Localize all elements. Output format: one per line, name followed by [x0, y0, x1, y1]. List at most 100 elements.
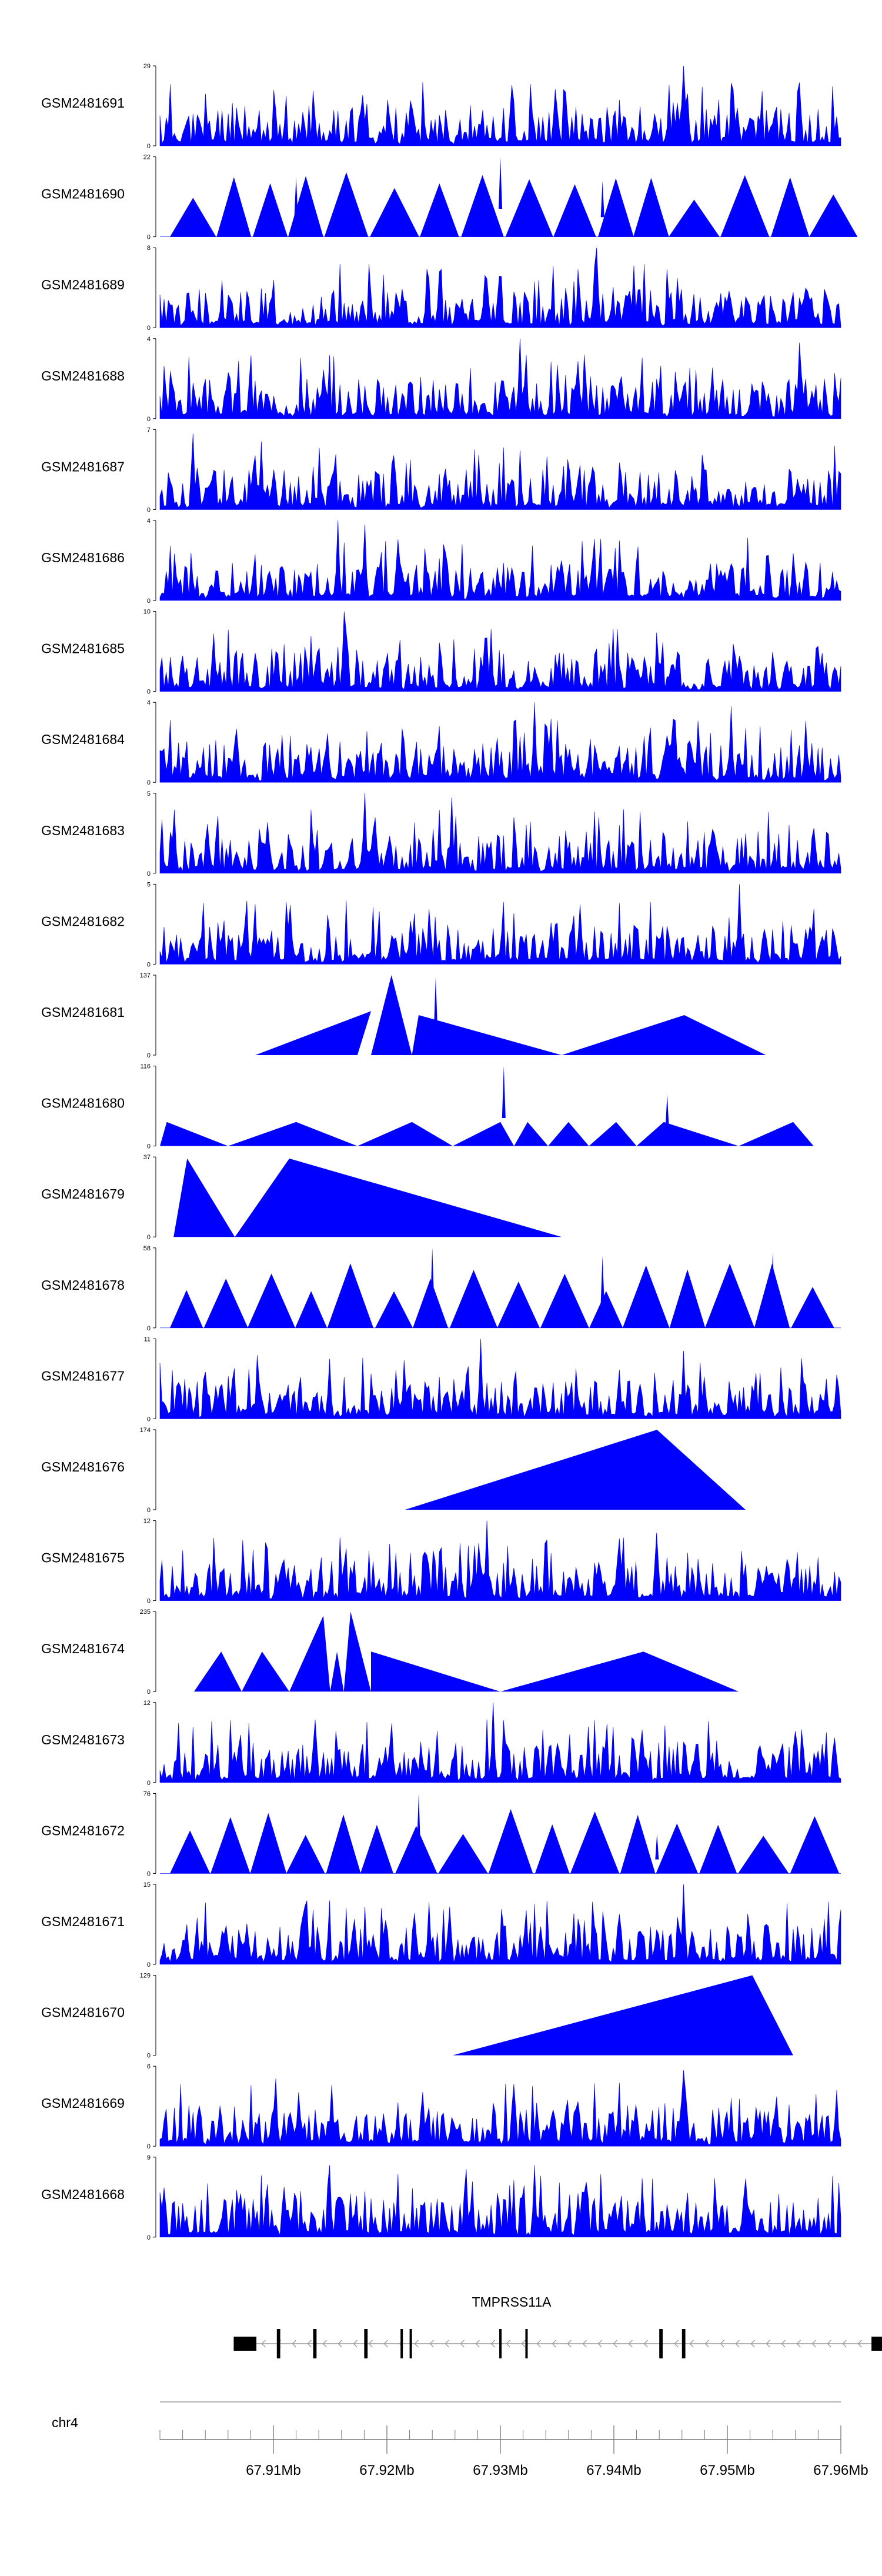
- signal-peak: [739, 1122, 814, 1146]
- gene-exon: [409, 2329, 412, 2358]
- track-label: GSM2481688: [41, 368, 125, 383]
- y-axis-max-label: 137: [140, 972, 151, 979]
- y-axis-min-label: 0: [147, 1234, 151, 1241]
- strand-chevron-icon: [766, 2340, 770, 2348]
- strand-chevron-icon: [261, 2340, 266, 2348]
- strand-chevron-icon: [506, 2340, 510, 2348]
- y-axis-max-label: 8: [147, 245, 151, 252]
- signal-area: [159, 611, 841, 692]
- track-label: GSM2481689: [41, 277, 125, 292]
- signal-spike: [417, 1793, 421, 1846]
- signal-area: [159, 1339, 841, 1419]
- strand-chevron-icon: [613, 2340, 617, 2348]
- y-axis-min-label: 0: [147, 1325, 151, 1332]
- strand-chevron-icon: [720, 2340, 724, 2348]
- track-GSM2481668: GSM2481668 9 0: [41, 2154, 841, 2241]
- track-GSM2481684: GSM2481684 4 0: [41, 699, 841, 786]
- y-axis-max-label: 11: [144, 1336, 151, 1343]
- gene-exon: [400, 2329, 403, 2358]
- track-GSM2481677: GSM2481677 11 0: [41, 1336, 841, 1423]
- signal-area: [160, 1263, 841, 1329]
- track-label: GSM2481691: [41, 95, 125, 111]
- strand-chevron-icon: [536, 2340, 541, 2348]
- signal-area: [159, 338, 841, 419]
- track-label: GSM2481690: [41, 186, 125, 202]
- strand-chevron-icon: [597, 2340, 602, 2348]
- signal-peak: [228, 1122, 358, 1146]
- signal-peak: [371, 975, 412, 1055]
- y-axis-max-label: 7: [147, 426, 151, 433]
- track-GSM2481678: GSM2481678 58 0: [41, 1245, 841, 1332]
- track-label: GSM2481682: [41, 913, 125, 929]
- y-axis-min-label: 0: [147, 870, 151, 877]
- signal-area: [159, 2070, 841, 2147]
- gene-exon: [276, 2329, 280, 2358]
- gene-annotation-track: TMPRSS11A: [233, 2294, 882, 2358]
- signal-peak: [371, 1651, 500, 1692]
- track-label: GSM2481672: [41, 1823, 125, 1838]
- signal-peak: [562, 1015, 766, 1055]
- strand-chevron-icon: [811, 2340, 816, 2348]
- signal-spike: [499, 156, 502, 209]
- track-label: GSM2481680: [41, 1096, 125, 1111]
- gene-exon: [499, 2329, 502, 2358]
- strand-chevron-icon: [567, 2340, 572, 2348]
- y-axis-min-label: 0: [147, 1780, 151, 1787]
- y-axis-min-label: 0: [147, 1598, 151, 1605]
- track-label: GSM2481684: [41, 732, 125, 747]
- strand-chevron-icon: [460, 2340, 465, 2348]
- track-GSM2481671: GSM2481671 15 0: [41, 1881, 841, 1968]
- gene-exon: [313, 2329, 317, 2358]
- track-GSM2481689: GSM2481689 8 0: [41, 245, 841, 332]
- strand-chevron-icon: [674, 2340, 679, 2348]
- signal-spike: [433, 976, 437, 1028]
- gene-exon: [871, 2337, 882, 2351]
- y-axis-min-label: 0: [147, 234, 151, 241]
- signal-area: [159, 520, 841, 601]
- track-GSM2481686: GSM2481686 4 0: [41, 518, 841, 605]
- axis-tick-label: 67.96Mb: [813, 2462, 868, 2478]
- track-label: GSM2481685: [41, 641, 125, 656]
- y-axis-max-label: 76: [143, 1790, 151, 1797]
- y-axis-max-label: 6: [147, 2063, 151, 2070]
- y-axis-min-label: 0: [147, 779, 151, 786]
- gene-exon: [525, 2329, 528, 2358]
- strand-chevron-icon: [750, 2340, 755, 2348]
- track-GSM2481681: GSM2481681 137 0: [41, 972, 766, 1059]
- strand-chevron-icon: [490, 2340, 495, 2348]
- signal-peak: [636, 1122, 739, 1146]
- track-label: GSM2481679: [41, 1186, 125, 1202]
- track-label: GSM2481673: [41, 1732, 125, 1747]
- strand-chevron-icon: [827, 2340, 831, 2348]
- axis-tick-label: 67.93Mb: [473, 2462, 527, 2478]
- strand-chevron-icon: [643, 2340, 648, 2348]
- y-axis-min-label: 0: [147, 689, 151, 696]
- signal-peak: [500, 1651, 739, 1692]
- y-axis-min-label: 0: [147, 416, 151, 423]
- signal-area: [159, 1702, 841, 1783]
- y-axis-min-label: 0: [147, 506, 151, 513]
- signal-spike: [771, 1252, 775, 1302]
- y-axis-max-label: 4: [147, 518, 151, 525]
- strand-chevron-icon: [796, 2340, 801, 2348]
- track-GSM2481682: GSM2481682 5 0: [41, 881, 841, 968]
- strand-chevron-icon: [445, 2340, 449, 2348]
- track-GSM2481675: GSM2481675 12 0: [41, 1518, 841, 1605]
- track-label: GSM2481686: [41, 550, 125, 565]
- strand-chevron-icon: [338, 2340, 342, 2348]
- strand-chevron-icon: [857, 2340, 862, 2348]
- strand-chevron-icon: [628, 2340, 633, 2348]
- strand-chevron-icon: [689, 2340, 694, 2348]
- gene-exon: [364, 2329, 368, 2358]
- track-GSM2481679: GSM2481679 37 0: [41, 1154, 562, 1241]
- y-axis-max-label: 12: [143, 1518, 151, 1525]
- signal-spike: [502, 1066, 506, 1118]
- signal-area: [159, 702, 841, 783]
- y-axis-min-label: 0: [147, 1143, 151, 1150]
- track-label: GSM2481687: [41, 459, 125, 474]
- y-axis-max-label: 29: [143, 63, 151, 70]
- y-axis-min-label: 0: [147, 1689, 151, 1696]
- gene-exon: [233, 2337, 257, 2351]
- track-label: GSM2481674: [41, 1641, 125, 1656]
